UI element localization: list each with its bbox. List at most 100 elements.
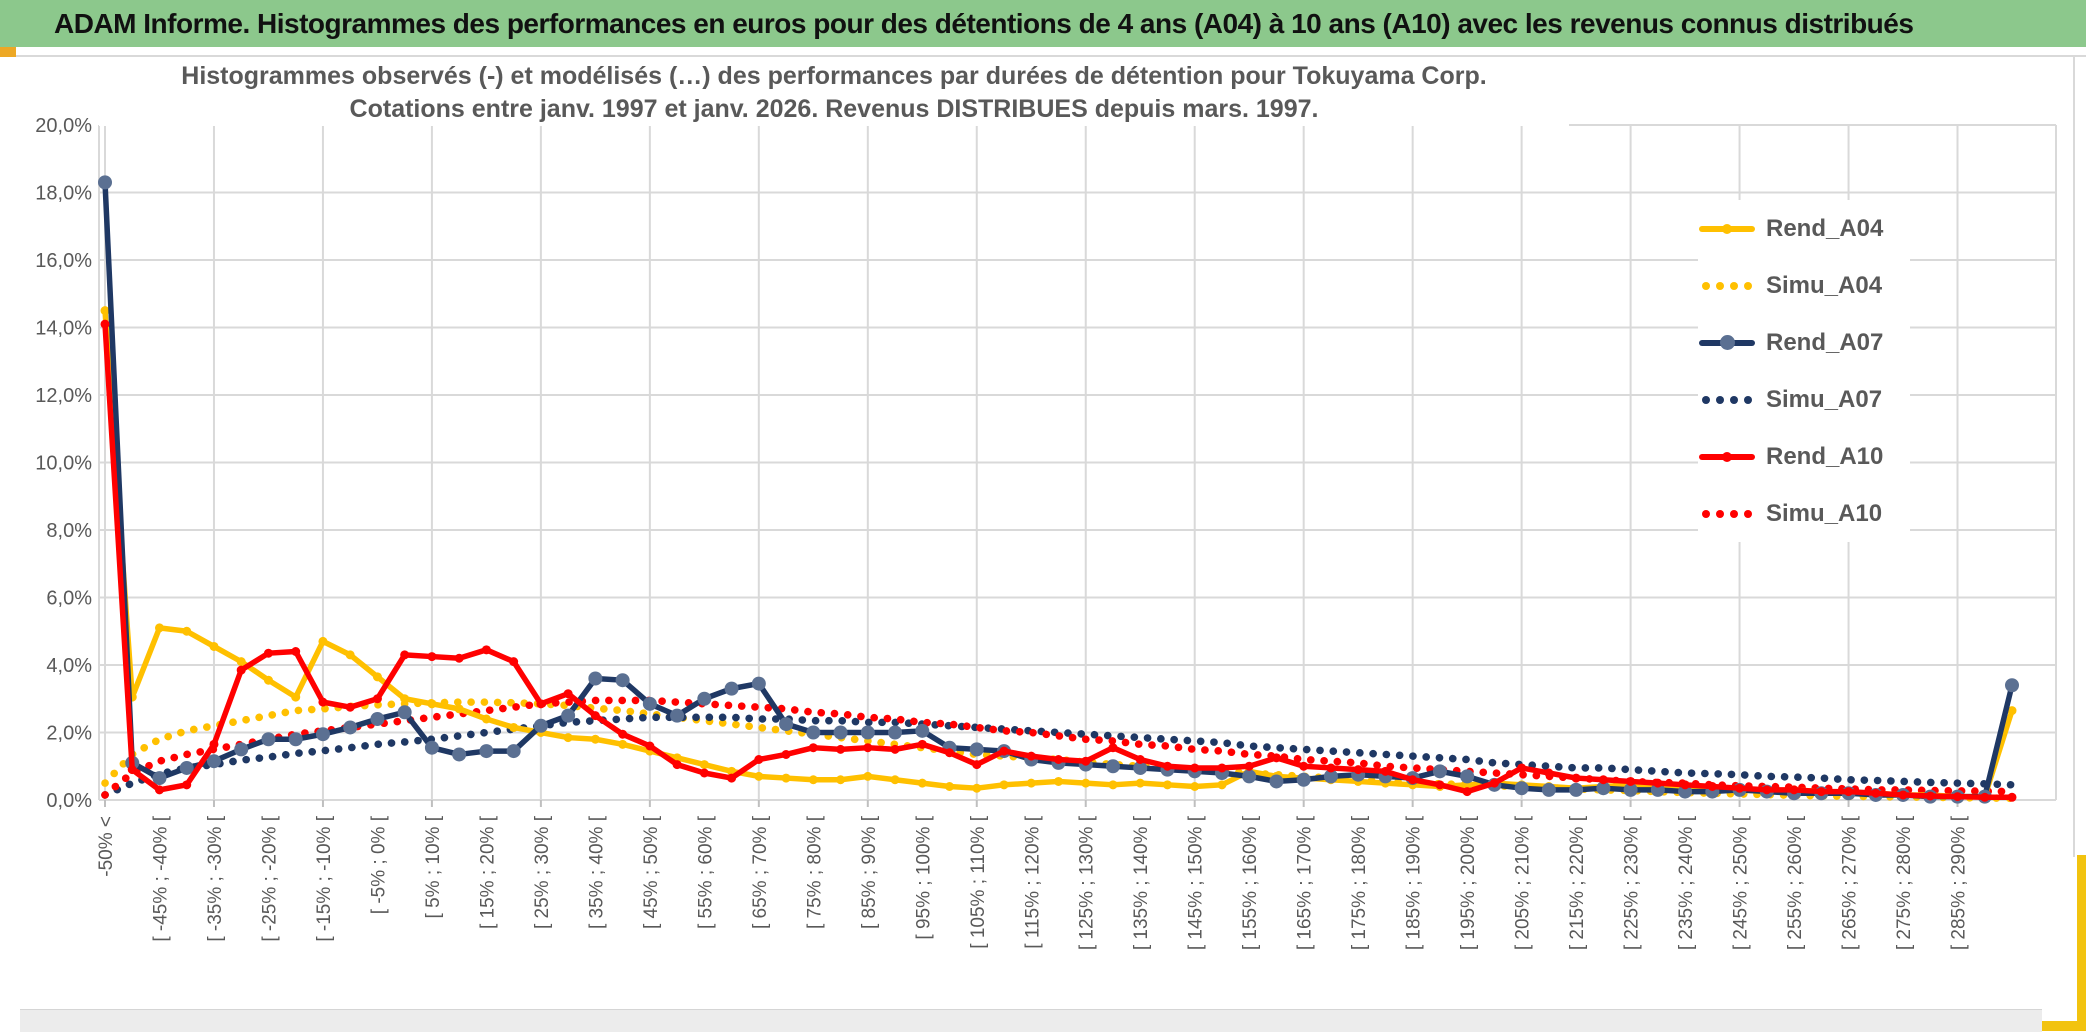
series-marker-rend_a10 bbox=[1380, 766, 1390, 776]
x-axis-tick-label: [ 235% ; 240% [ bbox=[1676, 815, 1697, 950]
series-marker-rend_a10 bbox=[1353, 765, 1363, 775]
legend-line-swatch bbox=[1698, 451, 1756, 462]
x-axis-tick-label: [ 125% ; 130% [ bbox=[1077, 815, 1098, 950]
series-marker-rend_a10 bbox=[699, 768, 709, 778]
legend-dotted-swatch bbox=[1698, 509, 1756, 518]
series-marker-rend_a04 bbox=[699, 760, 709, 770]
series-marker-rend_a07 bbox=[1133, 760, 1148, 775]
series-marker-rend_a07 bbox=[424, 740, 439, 755]
series-marker-rend_a04 bbox=[1190, 782, 1200, 791]
series-marker-rend_a04 bbox=[781, 773, 791, 783]
series-marker-rend_a04 bbox=[1162, 780, 1172, 790]
legend-label: Simu_A10 bbox=[1766, 499, 1883, 527]
series-marker-rend_a04 bbox=[999, 780, 1009, 790]
x-axis-tick-label: [ -35% ; -30% [ bbox=[205, 815, 226, 941]
y-axis-tick-label: 16,0% bbox=[35, 250, 92, 272]
legend-item-rend_a10[interactable]: Rend_A10 bbox=[1698, 428, 1910, 485]
series-marker-rend_a10 bbox=[1408, 775, 1418, 785]
series-marker-rend_a10 bbox=[945, 748, 955, 758]
horizontal-scrollbar[interactable] bbox=[20, 1009, 2042, 1032]
series-marker-rend_a07 bbox=[506, 744, 521, 759]
legend-item-rend_a04[interactable]: Rend_A04 bbox=[1698, 200, 1910, 257]
series-marker-rend_a10 bbox=[781, 749, 791, 759]
series-marker-rend_a10 bbox=[972, 760, 982, 770]
window-right-edge bbox=[2073, 57, 2075, 857]
series-marker-rend_a10 bbox=[1244, 761, 1254, 771]
series-marker-rend_a10 bbox=[618, 729, 628, 739]
series-marker-rend_a07 bbox=[179, 760, 194, 775]
series-marker-rend_a10 bbox=[1680, 780, 1690, 790]
x-axis-tick-label: [ 85% ; 90% [ bbox=[859, 815, 880, 929]
chart-title-line2: Cotations entre janv. 1997 et janv. 2026… bbox=[349, 95, 1319, 123]
series-marker-rend_a07 bbox=[1460, 769, 1475, 784]
series-marker-rend_a10 bbox=[209, 739, 219, 749]
series-marker-rend_a10 bbox=[1762, 785, 1772, 795]
y-axis-tick-label: 12,0% bbox=[35, 385, 92, 407]
series-marker-rend_a04 bbox=[345, 650, 355, 660]
legend-label: Rend_A04 bbox=[1766, 214, 1884, 242]
x-axis-tick-label: [ 185% ; 190% [ bbox=[1404, 815, 1425, 950]
series-marker-rend_a07 bbox=[642, 696, 657, 711]
series-marker-rend_a04 bbox=[917, 778, 927, 788]
series-marker-rend_a07 bbox=[1623, 782, 1638, 797]
series-marker-rend_a10 bbox=[1844, 787, 1854, 797]
series-marker-rend_a07 bbox=[806, 725, 821, 740]
series-marker-rend_a10 bbox=[1925, 791, 1935, 801]
legend-item-simu_a10[interactable]: Simu_A10 bbox=[1698, 485, 1910, 542]
x-axis-tick-label: [ 225% ; 230% [ bbox=[1622, 815, 1643, 950]
legend-label: Rend_A10 bbox=[1766, 442, 1884, 470]
series-marker-rend_a07 bbox=[888, 725, 903, 740]
x-axis-tick-label: [ 65% ; 70% [ bbox=[750, 815, 771, 929]
window-title: ADAM Informe. Histogrammes des performan… bbox=[54, 7, 1914, 39]
series-marker-rend_a07 bbox=[1242, 769, 1257, 784]
series-marker-rend_a04 bbox=[890, 775, 900, 785]
x-axis-tick-label: [ 265% ; 270% [ bbox=[1840, 815, 1861, 950]
series-marker-rend_a04 bbox=[1135, 778, 1145, 788]
x-axis-tick-label: [ 45% ; 50% [ bbox=[641, 815, 662, 929]
legend-item-rend_a07[interactable]: Rend_A07 bbox=[1698, 314, 1910, 371]
series-marker-rend_a04 bbox=[1026, 778, 1036, 788]
series-marker-rend_a10 bbox=[1598, 775, 1608, 785]
legend-item-simu_a04[interactable]: Simu_A04 bbox=[1698, 257, 1910, 314]
x-axis-tick-label: [ -25% ; -20% [ bbox=[259, 815, 280, 941]
series-marker-rend_a10 bbox=[1108, 743, 1118, 753]
series-marker-rend_a04 bbox=[481, 714, 491, 724]
series-marker-rend_a04 bbox=[291, 692, 301, 702]
x-axis-tick-label: [ 285% ; 290% [ bbox=[1949, 815, 1970, 950]
x-axis-tick-label: [ 165% ; 170% [ bbox=[1295, 815, 1316, 950]
series-marker-rend_a07 bbox=[969, 742, 984, 757]
series-marker-rend_a10 bbox=[1162, 761, 1172, 771]
series-marker-rend_a10 bbox=[1871, 788, 1881, 798]
series-marker-rend_a04 bbox=[972, 783, 982, 793]
series-marker-rend_a10 bbox=[808, 743, 818, 753]
series-marker-rend_a04 bbox=[400, 694, 410, 704]
series-marker-rend_a07 bbox=[152, 771, 167, 786]
bottom-right-edge-accent bbox=[2040, 1021, 2086, 1031]
legend-item-simu_a07[interactable]: Simu_A07 bbox=[1698, 371, 1910, 428]
chart-title-line1: Histogrammes observés (-) et modélisés (… bbox=[181, 62, 1487, 90]
series-marker-rend_a07 bbox=[261, 732, 276, 747]
x-axis-tick-label: [ 175% ; 180% [ bbox=[1349, 815, 1370, 950]
series-marker-rend_a10 bbox=[645, 741, 655, 751]
x-axis-tick-label: [ 35% ; 40% [ bbox=[586, 815, 607, 929]
series-marker-rend_a04 bbox=[1054, 776, 1063, 786]
series-marker-rend_a10 bbox=[1980, 792, 1990, 802]
x-axis-tick-label: [ 15% ; 20% [ bbox=[477, 815, 498, 929]
series-marker-rend_a10 bbox=[345, 702, 355, 712]
y-axis-tick-label: 14,0% bbox=[35, 318, 92, 340]
series-marker-rend_a07 bbox=[343, 720, 358, 735]
legend-dotted-swatch bbox=[1698, 395, 1756, 404]
series-marker-rend_a04 bbox=[182, 626, 192, 636]
series-marker-rend_a10 bbox=[1054, 755, 1063, 764]
y-axis-tick-label: 8,0% bbox=[46, 520, 92, 542]
x-axis-tick-label: [ -5% ; 0% [ bbox=[368, 815, 389, 914]
series-marker-rend_a04 bbox=[1108, 780, 1118, 790]
series-marker-rend_a10 bbox=[1026, 751, 1036, 761]
series-marker-rend_a07 bbox=[370, 712, 385, 726]
series-marker-rend_a10 bbox=[1217, 763, 1227, 773]
x-axis-tick-label: [ 105% ; 110% [ bbox=[968, 815, 989, 948]
x-axis-tick-label: [ 115% ; 120% [ bbox=[1022, 815, 1043, 948]
legend-line-swatch bbox=[1698, 335, 1756, 350]
series-marker-rend_a07 bbox=[670, 708, 685, 723]
right-edge-accent bbox=[2077, 855, 2086, 1031]
